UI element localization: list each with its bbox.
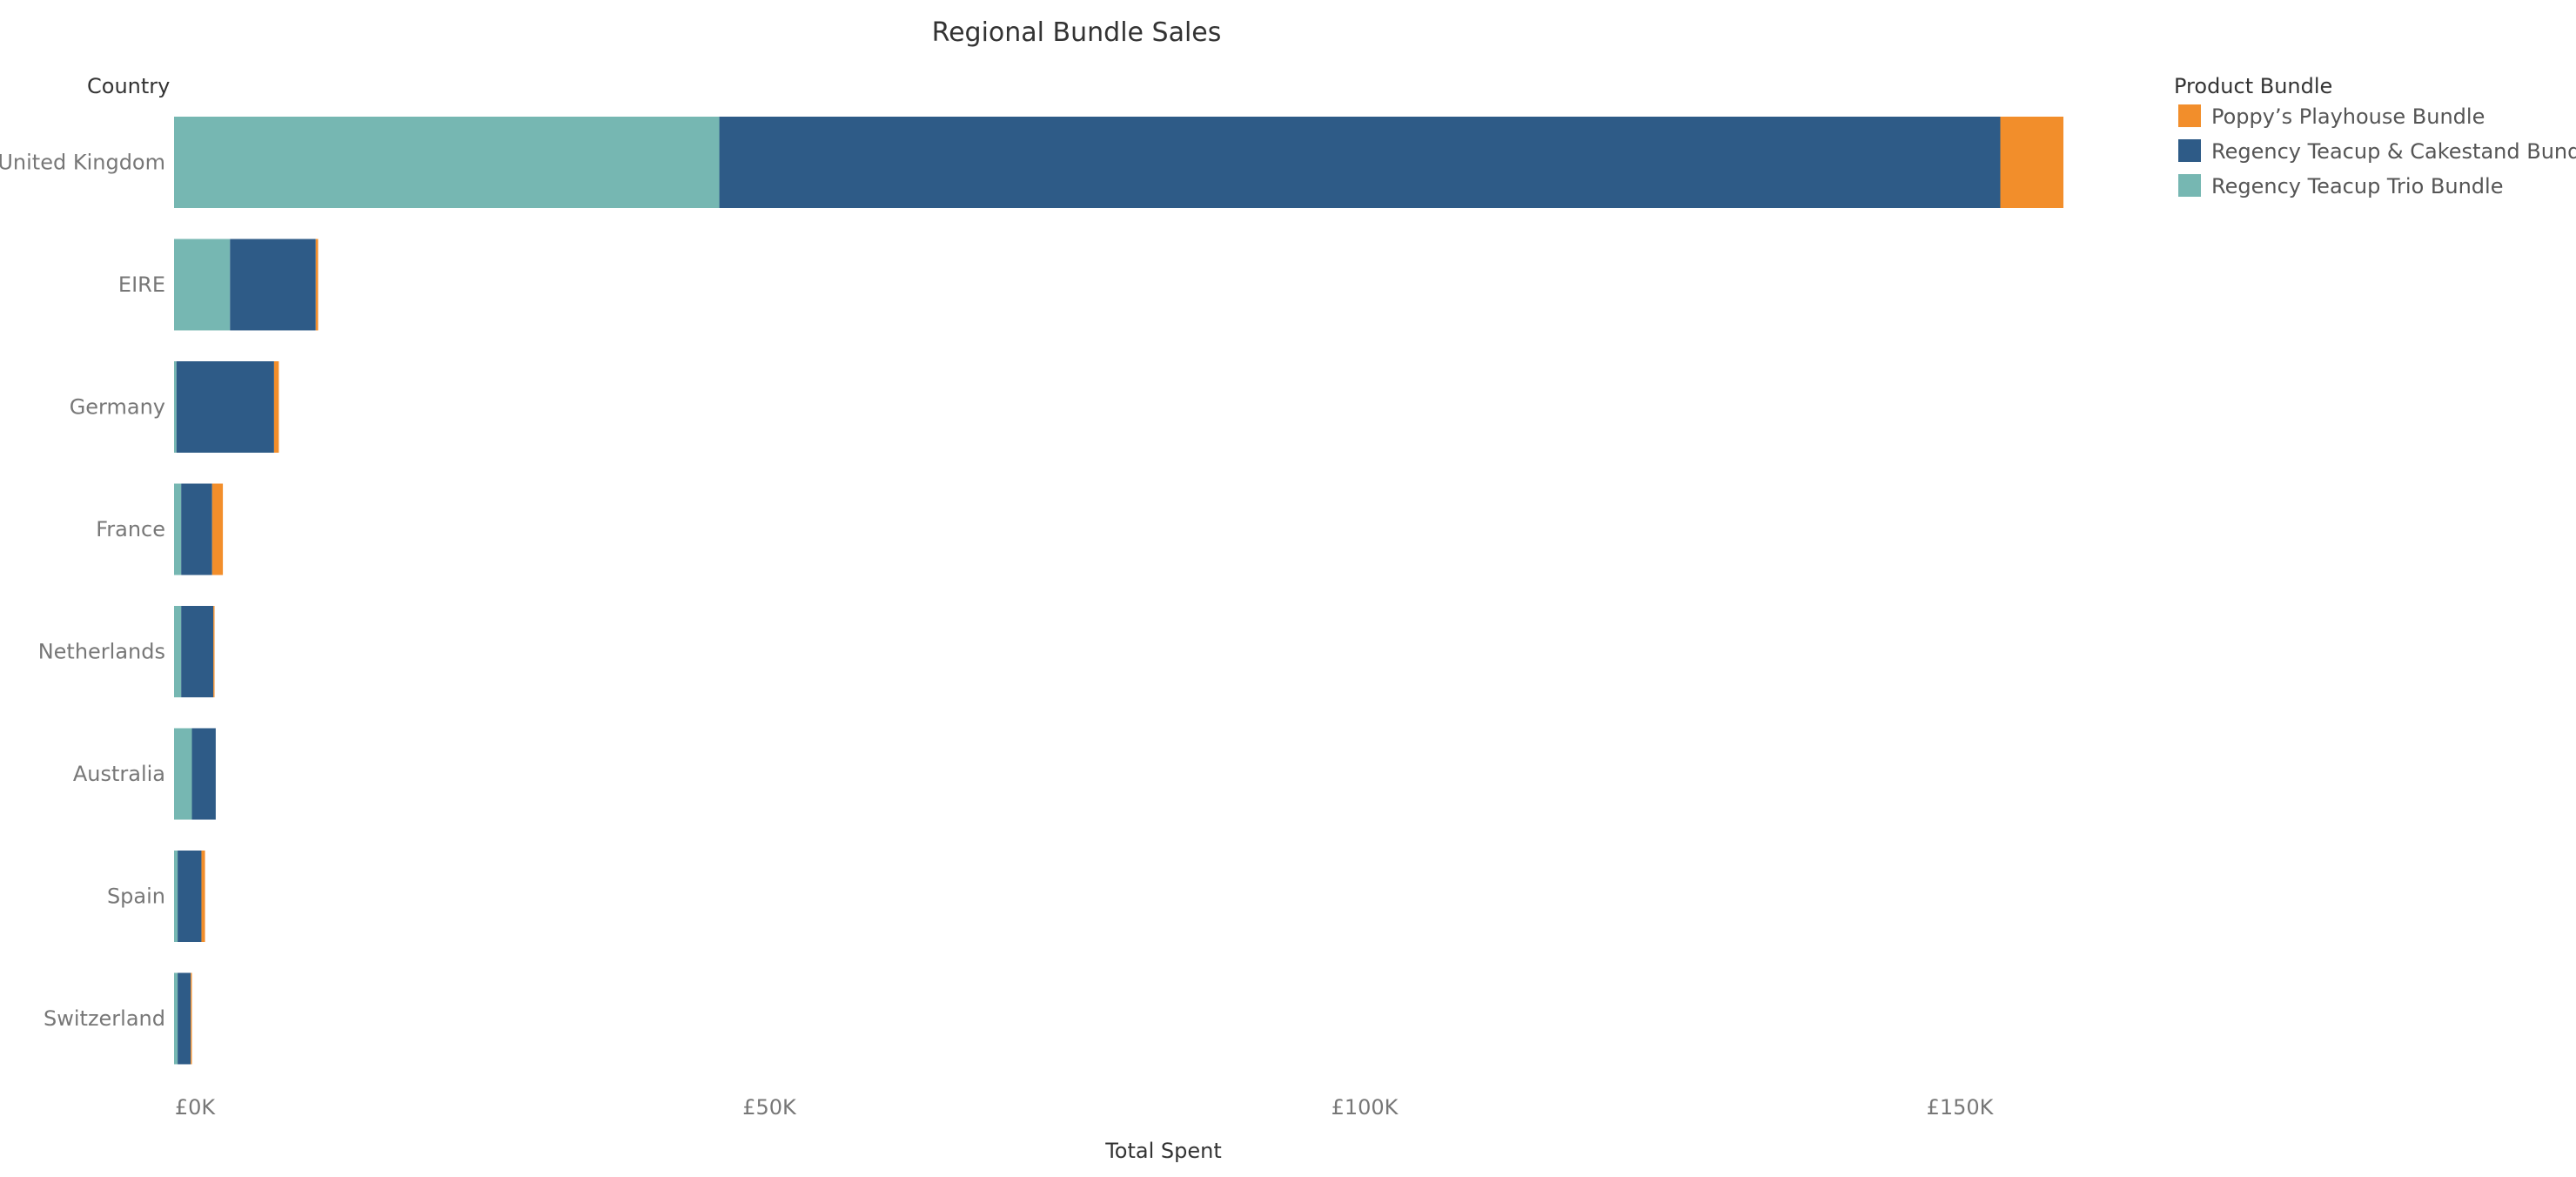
bar-united-kingdom-regency-teacup-cakestand-bundle [719, 117, 2001, 208]
x-tick-label: £0K [175, 1095, 217, 1120]
x-tick-label: £100K [1332, 1095, 1399, 1120]
bar-eire-poppy-s-playhouse-bundle [315, 239, 319, 331]
bar-australia-regency-teacup-cakestand-bundle [191, 728, 216, 820]
x-tick-label: £150K [1927, 1095, 1995, 1120]
category-label-germany: Germany [70, 395, 165, 420]
bar-australia-regency-teacup-trio-bundle [174, 728, 192, 820]
legend: Product Bundle Poppy’s Playhouse Bundle R… [2174, 74, 2576, 198]
bar-germany-regency-teacup-trio-bundle [174, 361, 177, 453]
bar-spain-poppy-s-playhouse-bundle [201, 851, 205, 942]
bar-switzerland-regency-teacup-cakestand-bundle [178, 972, 191, 1065]
category-label-switzerland: Switzerland [44, 1006, 165, 1031]
bar-switzerland-regency-teacup-trio-bundle [174, 972, 178, 1065]
bar-france-regency-teacup-trio-bundle [174, 483, 182, 575]
category-label-united-kingdom: United Kingdom [0, 151, 165, 175]
chart-title: Regional Bundle Sales [932, 17, 1222, 48]
category-labels: United Kingdom EIRE Germany France Netherlan… [0, 151, 165, 1032]
bar-united-kingdom-regency-teacup-trio-bundle [174, 117, 720, 208]
x-tick-labels: £0K £50K £100K £150K [175, 1095, 1995, 1120]
bars-group [174, 117, 2064, 1065]
category-label-australia: Australia [73, 762, 165, 786]
category-label-spain: Spain [107, 884, 165, 909]
bar-germany-regency-teacup-cakestand-bundle [176, 361, 274, 453]
legend-swatch-poppy-s-playhouse-bundle [2178, 104, 2201, 127]
bar-spain-regency-teacup-trio-bundle [174, 851, 178, 942]
bar-france-poppy-s-playhouse-bundle [211, 483, 224, 575]
legend-label-regency-teacup-trio-bundle: Regency Teacup Trio Bundle [2211, 174, 2503, 198]
bar-netherlands-poppy-s-playhouse-bundle [213, 606, 215, 697]
legend-label-regency-teacup-cakestand-bundle: Regency Teacup & Cakestand Bundle [2211, 139, 2576, 164]
legend-swatch-regency-teacup-cakestand-bundle [2178, 139, 2201, 162]
legend-label-poppy-s-playhouse-bundle: Poppy’s Playhouse Bundle [2211, 104, 2485, 129]
bar-spain-regency-teacup-cakestand-bundle [178, 851, 202, 942]
x-tick-label: £50K [742, 1095, 797, 1120]
bar-netherlands-regency-teacup-trio-bundle [174, 606, 182, 697]
category-label-eire: EIRE [118, 272, 165, 297]
x-axis-title: Total Spent [1104, 1139, 1222, 1163]
bar-netherlands-regency-teacup-cakestand-bundle [181, 606, 214, 697]
bar-germany-poppy-s-playhouse-bundle [273, 361, 279, 453]
bar-eire-regency-teacup-cakestand-bundle [230, 239, 316, 331]
legend-title: Product Bundle [2174, 74, 2332, 98]
legend-swatch-regency-teacup-trio-bundle [2178, 174, 2201, 197]
y-axis-title: Country [87, 74, 170, 98]
bar-united-kingdom-poppy-s-playhouse-bundle [2000, 117, 2064, 208]
category-label-france: France [96, 517, 165, 541]
bar-eire-regency-teacup-trio-bundle [174, 239, 231, 331]
category-label-netherlands: Netherlands [38, 640, 165, 664]
bar-france-regency-teacup-cakestand-bundle [181, 483, 212, 575]
